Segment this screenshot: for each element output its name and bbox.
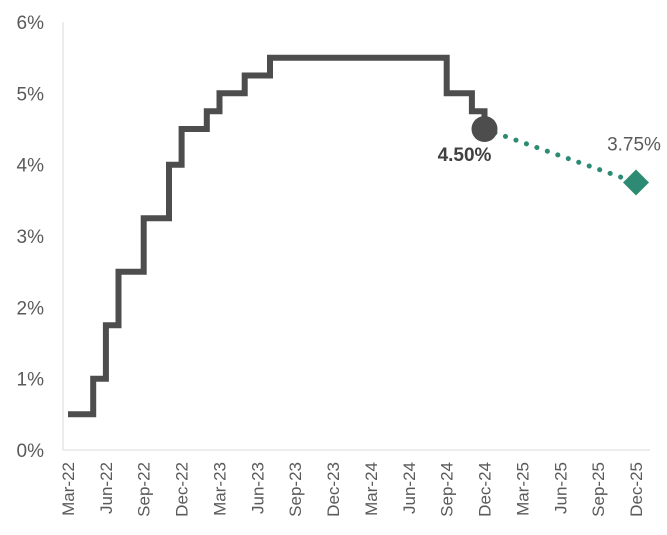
y-tick-label: 2%	[17, 298, 45, 319]
y-tick-label: 3%	[17, 227, 45, 248]
x-tick-label: Dec-22	[173, 462, 192, 517]
x-tick-label: Mar-23	[211, 462, 230, 516]
projected-rate-label: 3.75%	[607, 135, 661, 156]
x-tick-label: Mar-22	[59, 462, 78, 516]
y-axis-ticks: 0% 1% 2% 3% 4% 5% 6%	[17, 13, 45, 462]
x-tick-label: Mar-24	[362, 462, 381, 516]
projected-rate-marker	[623, 169, 649, 196]
x-tick-label: Sep-24	[438, 462, 457, 517]
x-tick-label: Dec-24	[476, 462, 495, 517]
current-rate-label: 4.50%	[438, 145, 492, 166]
x-tick-label: Sep-23	[286, 462, 305, 517]
current-rate-marker	[471, 116, 498, 142]
x-axis-ticks: Mar-22 Jun-22 Sep-22 Dec-22 Mar-23 Jun-23 Sep-…	[59, 462, 646, 517]
chart-markers	[471, 116, 649, 196]
y-tick-label: 4%	[17, 156, 45, 177]
chart-axes	[62, 22, 650, 451]
x-tick-label: Sep-25	[589, 462, 608, 517]
y-tick-label: 6%	[17, 13, 45, 34]
x-tick-label: Jun-24	[400, 462, 419, 514]
y-tick-label: 0%	[17, 441, 45, 462]
x-tick-label: Jun-22	[97, 462, 116, 514]
x-tick-label: Dec-25	[627, 462, 646, 517]
projected-rate-line	[482, 126, 639, 185]
x-tick-label: Dec-23	[324, 462, 343, 517]
chart-annotations: 4.50% 3.75%	[438, 135, 661, 167]
y-tick-label: 1%	[17, 370, 45, 391]
actual-rate-line	[68, 54, 488, 418]
x-tick-label: Mar-25	[513, 462, 532, 516]
x-tick-label: Sep-22	[135, 462, 154, 517]
y-tick-label: 5%	[17, 84, 45, 105]
chart-series	[68, 54, 639, 418]
x-tick-label: Jun-25	[551, 462, 570, 514]
x-tick-label: Jun-23	[248, 462, 267, 514]
